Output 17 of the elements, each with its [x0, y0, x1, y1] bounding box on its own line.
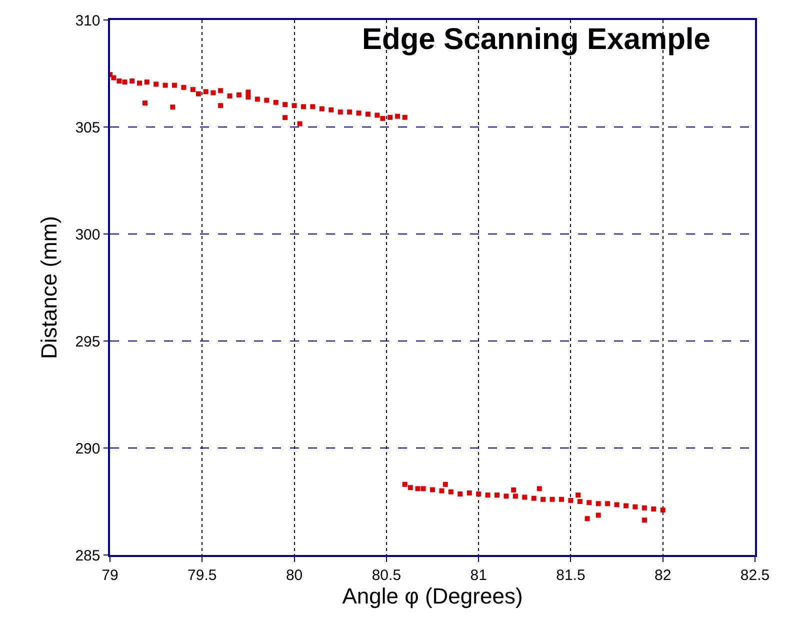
y-tick-label: 295: [75, 333, 100, 350]
x-tick-label: 82.5: [740, 566, 770, 584]
x-tick-label: 82: [654, 566, 672, 584]
y-tick-label: 305: [75, 119, 100, 136]
y-tick-label: 285: [75, 547, 100, 564]
y-tick-label: 310: [75, 12, 100, 30]
y-tick-label: 300: [75, 226, 100, 244]
x-tick-label: 79: [102, 566, 118, 584]
x-tick-label: 80.5: [372, 566, 402, 584]
x-tick-label: 80: [286, 566, 303, 584]
x-tick-label: 79.5: [188, 566, 217, 584]
x-tick-label: 81.5: [556, 566, 586, 584]
y-tick-label: 290: [75, 440, 100, 458]
x-tick-label: 81: [470, 566, 487, 584]
chart-title: Edge Scanning Example: [362, 22, 710, 56]
y-axis-title: Distance (mm): [36, 216, 62, 360]
x-axis-title: Angle φ (Degrees): [342, 584, 523, 609]
